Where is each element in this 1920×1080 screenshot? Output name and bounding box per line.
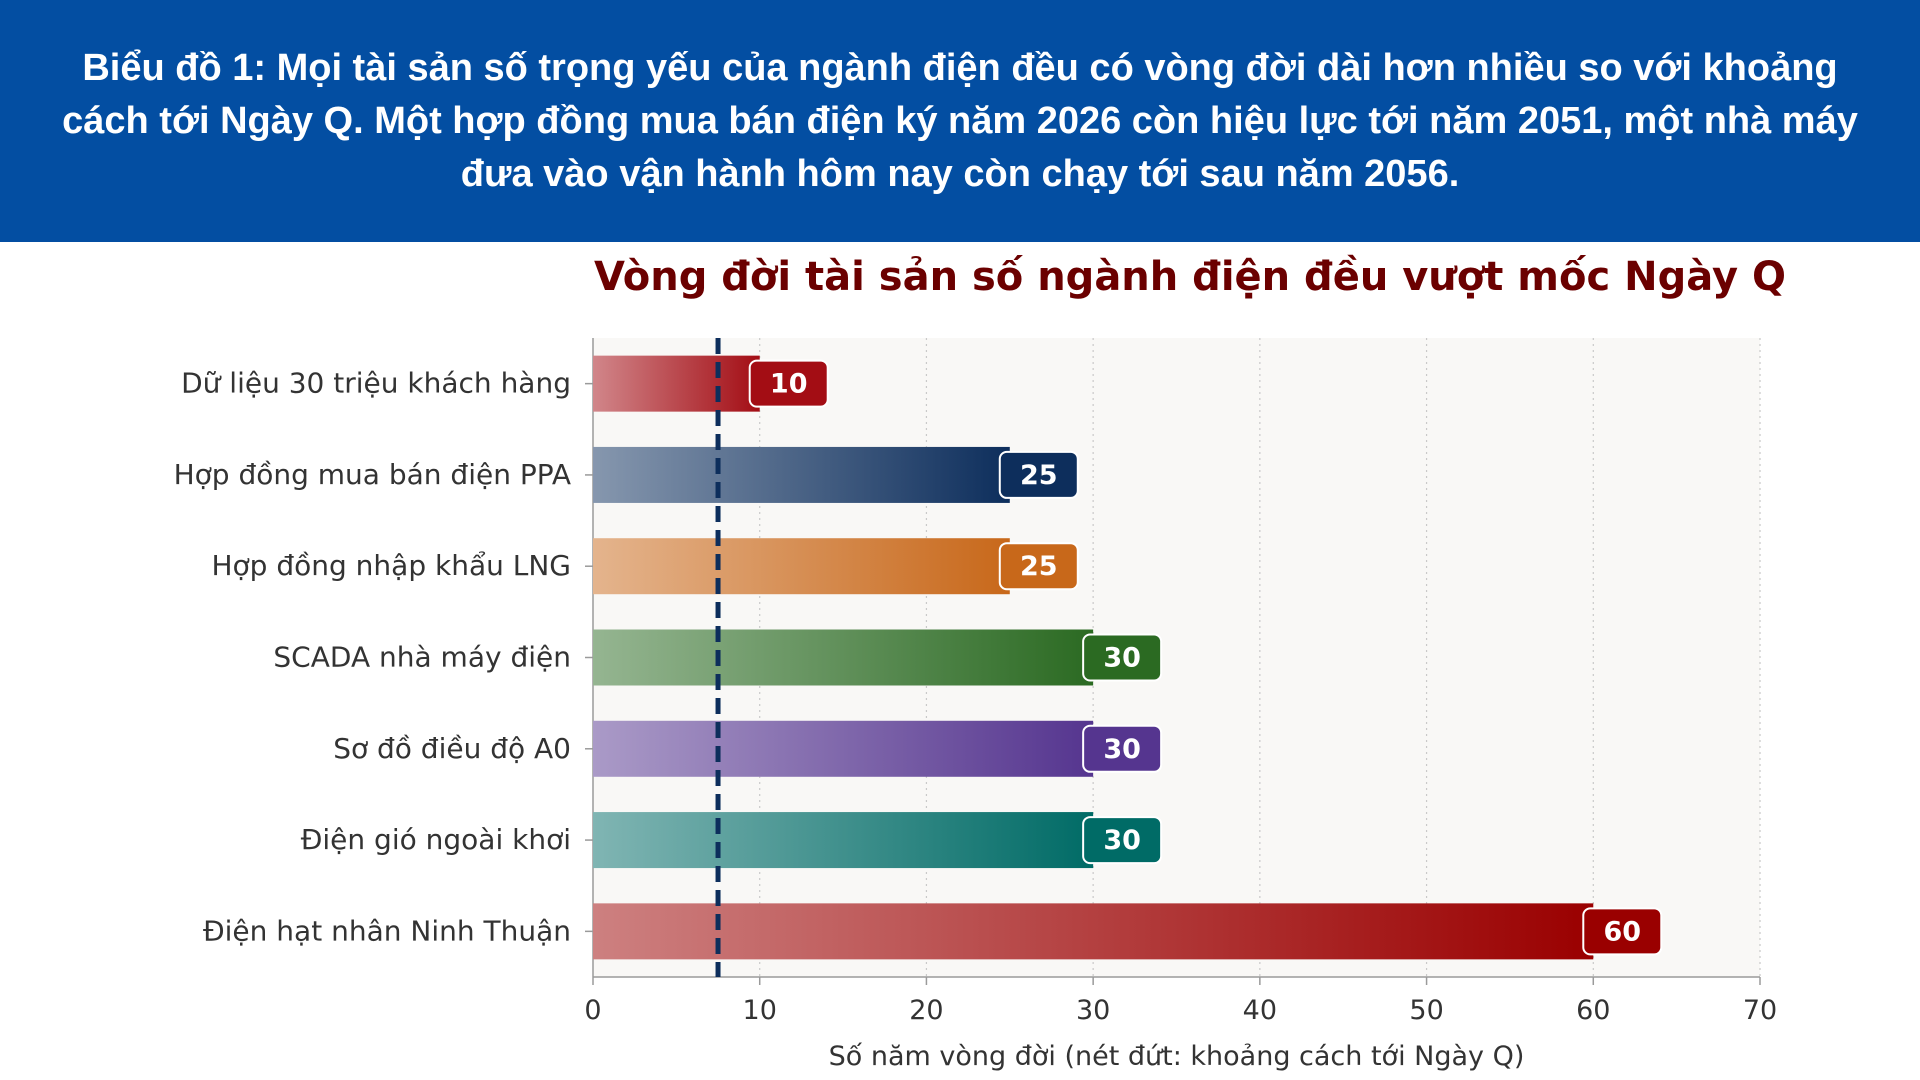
value-badge (1082, 724, 1163, 773)
category-label: Dữ liệu 30 triệu khách hàng (181, 367, 571, 400)
value-badge (998, 450, 1079, 499)
bar (593, 903, 1594, 960)
x-tick-label: 60 (1576, 995, 1610, 1026)
data-label: 25 (1020, 551, 1058, 582)
category-label: Điện gió ngoài khơi (301, 823, 571, 856)
bar (593, 446, 1010, 503)
data-label: 25 (1020, 460, 1058, 491)
x-tick-label: 20 (909, 995, 943, 1026)
x-tick-label: 30 (1076, 995, 1110, 1026)
data-label: 30 (1103, 825, 1141, 856)
bar (593, 629, 1094, 686)
bar (593, 812, 1094, 869)
data-label: 10 (770, 369, 808, 400)
header-banner: Biểu đồ 1: Mọi tài sản số trọng yếu của … (0, 0, 1920, 242)
x-tick-label: 40 (1243, 995, 1277, 1026)
value-badge (748, 359, 829, 408)
bar (593, 720, 1094, 777)
chart-title: Vòng đời tài sản số ngành điện đều vượt … (594, 254, 1786, 300)
data-label: 30 (1103, 734, 1141, 765)
bar (593, 538, 1010, 595)
x-tick-label: 50 (1409, 995, 1443, 1026)
category-label: Sơ đồ điều độ A0 (333, 732, 571, 765)
x-tick-label: 0 (584, 995, 601, 1026)
banner-caption: Biểu đồ 1: Mọi tài sản số trọng yếu của … (62, 46, 1858, 195)
bar (593, 355, 760, 412)
value-badge (1582, 907, 1663, 956)
data-label: 60 (1603, 916, 1641, 947)
value-badge (998, 542, 1079, 591)
category-label: Hợp đồng nhập khẩu LNG (211, 549, 571, 582)
category-label: Hợp đồng mua bán điện PPA (174, 458, 571, 491)
category-label: SCADA nhà máy điện (273, 641, 571, 674)
category-label: Điện hạt nhân Ninh Thuận (203, 914, 571, 947)
x-tick-label: 70 (1743, 995, 1777, 1026)
x-tick-label: 10 (743, 995, 777, 1026)
value-badge (1082, 633, 1163, 682)
x-axis-label: Số năm vòng đời (nét đứt: khoảng cách tớ… (829, 1041, 1525, 1072)
value-badge (1082, 816, 1163, 865)
data-label: 30 (1103, 643, 1141, 674)
